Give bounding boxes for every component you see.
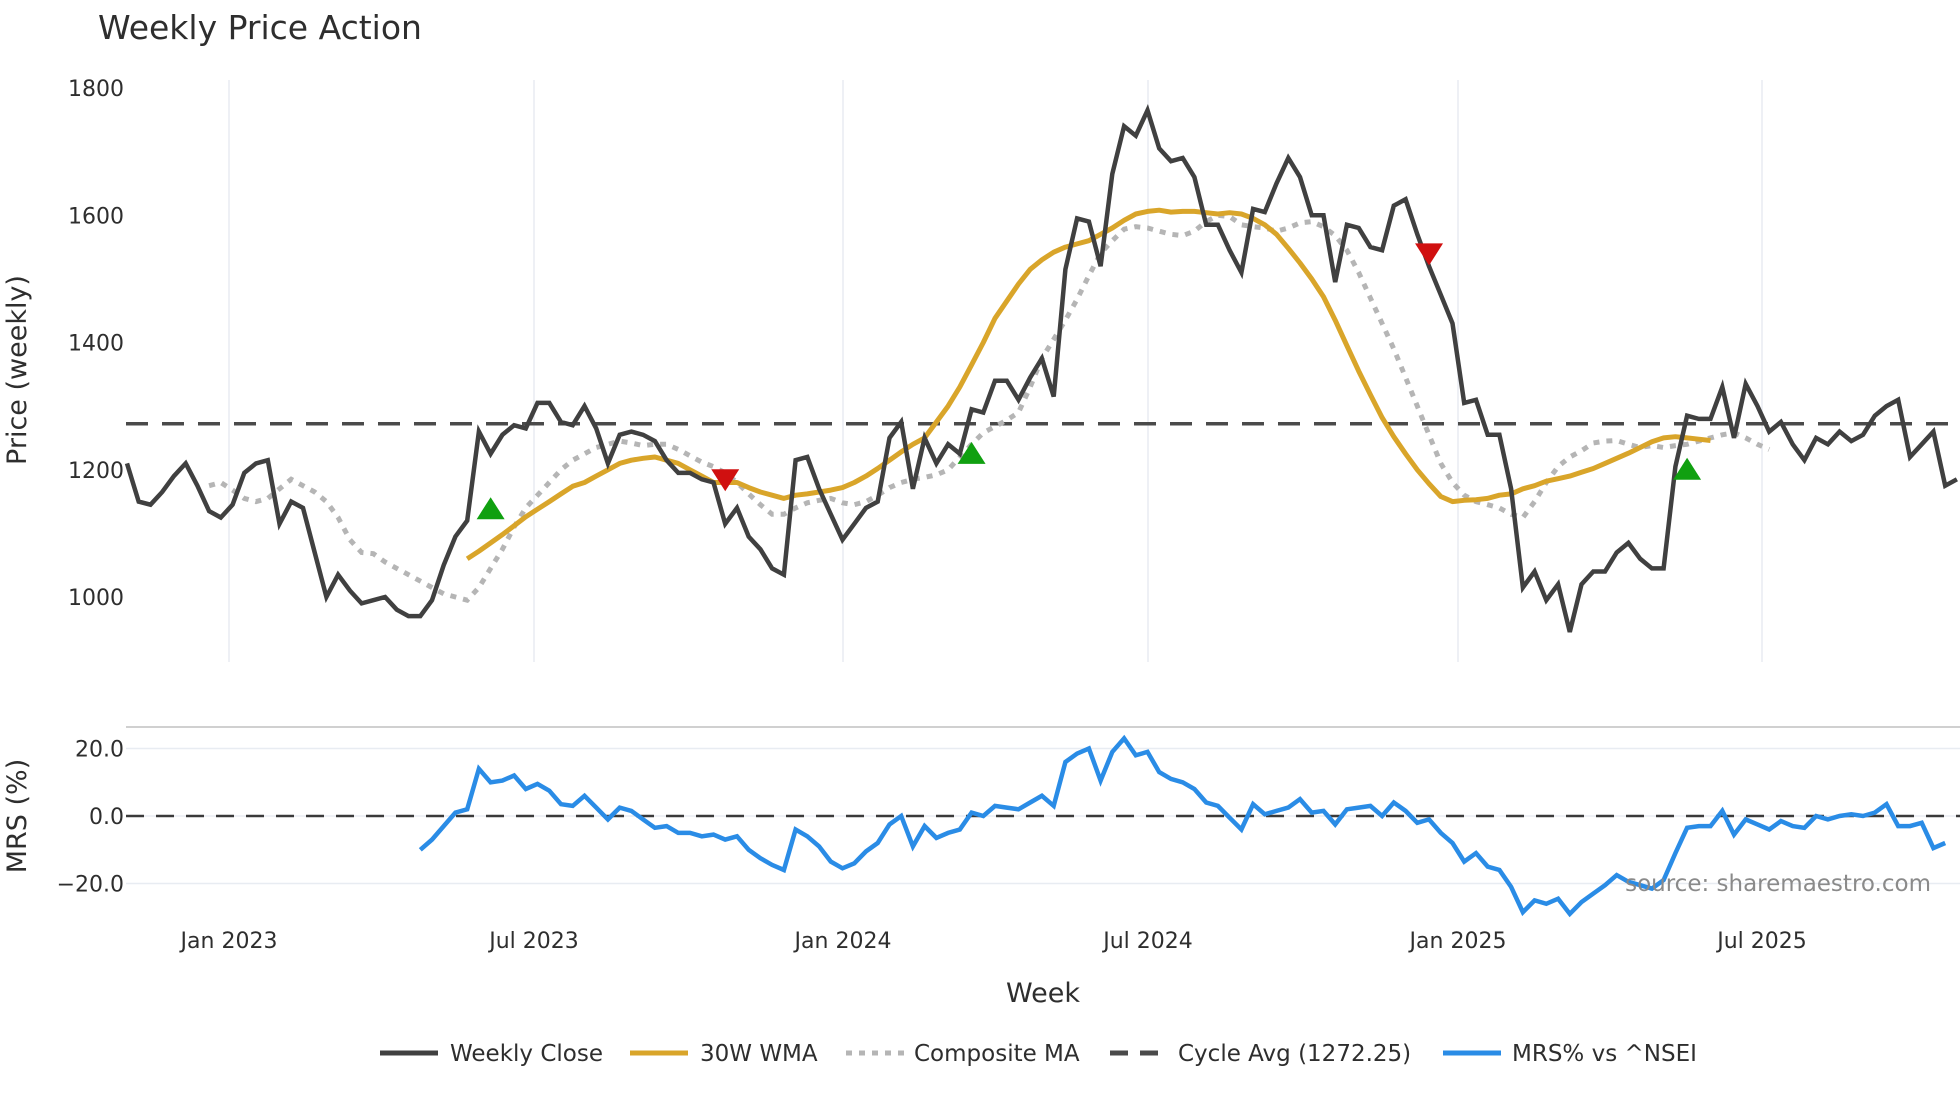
y-tick-label: 1600 (68, 204, 124, 229)
y-tick-label: 20.0 (75, 738, 124, 763)
source-note: source: sharemaestro.com (1625, 871, 1931, 897)
mrs-line (418, 734, 1947, 918)
legend: Weekly Close 30W WMA Composite MA Cycle Avg… (380, 1041, 1697, 1067)
legend-label: Weekly Close (450, 1041, 603, 1067)
buy-signal-triangle-icon (476, 497, 505, 520)
y-tick-label: 1800 (68, 77, 124, 102)
legend-label: MRS% vs ^NSEI (1512, 1041, 1697, 1067)
legend-item: Cycle Avg (1272.25) (1110, 1041, 1411, 1067)
legend-label: Composite MA (914, 1041, 1080, 1067)
legend-item: Weekly Close (380, 1041, 603, 1067)
x-tick-label: Jan 2025 (1408, 929, 1507, 954)
x-tick-label: Jul 2023 (487, 929, 579, 954)
mrs-panel-series (126, 734, 1960, 918)
y-tick-label: 0.0 (89, 805, 124, 830)
legend-item: Composite MA (846, 1041, 1080, 1067)
composite-ma-line (208, 212, 1771, 604)
buy-signal-triangle-icon (957, 441, 986, 464)
price-panel-series (124, 104, 1960, 633)
y-tick-label: 1200 (68, 459, 124, 484)
signal-markers (476, 243, 1702, 520)
x-tick-label: Jul 2025 (1715, 929, 1807, 954)
x-tick-label: Jan 2023 (179, 929, 278, 954)
legend-label: Cycle Avg (1272.25) (1178, 1041, 1411, 1067)
x-axis-ticks: Jan 2023 Jul 2023 Jan 2024 Jul 2024 Jan 2025… (179, 929, 1807, 954)
sell-signal-triangle-icon (711, 469, 740, 492)
weekly-close-line (124, 104, 1958, 633)
mrs-y-axis-title: MRS (%) (2, 759, 33, 874)
x-axis-title: Week (1006, 978, 1080, 1009)
price-y-axis-title: Price (weekly) (2, 275, 33, 465)
y-tick-label: 1400 (68, 332, 124, 357)
mrs-y-axis-ticks: −20.0 0.0 20.0 (57, 738, 124, 898)
x-tick-label: Jul 2024 (1101, 929, 1193, 954)
y-tick-label: −20.0 (57, 873, 124, 898)
legend-label: 30W WMA (700, 1041, 818, 1067)
wma-30w-line (465, 207, 1711, 561)
x-tick-label: Jan 2024 (793, 929, 892, 954)
legend-item: 30W WMA (630, 1041, 818, 1067)
sell-signal-triangle-icon (1415, 243, 1444, 266)
y-tick-label: 1000 (68, 586, 124, 611)
buy-signal-triangle-icon (1673, 457, 1702, 480)
legend-item: MRS% vs ^NSEI (1443, 1041, 1697, 1067)
chart-title: Weekly Price Action (98, 8, 422, 47)
price-y-axis-ticks: 1000 1200 1400 1600 1800 (68, 77, 124, 611)
